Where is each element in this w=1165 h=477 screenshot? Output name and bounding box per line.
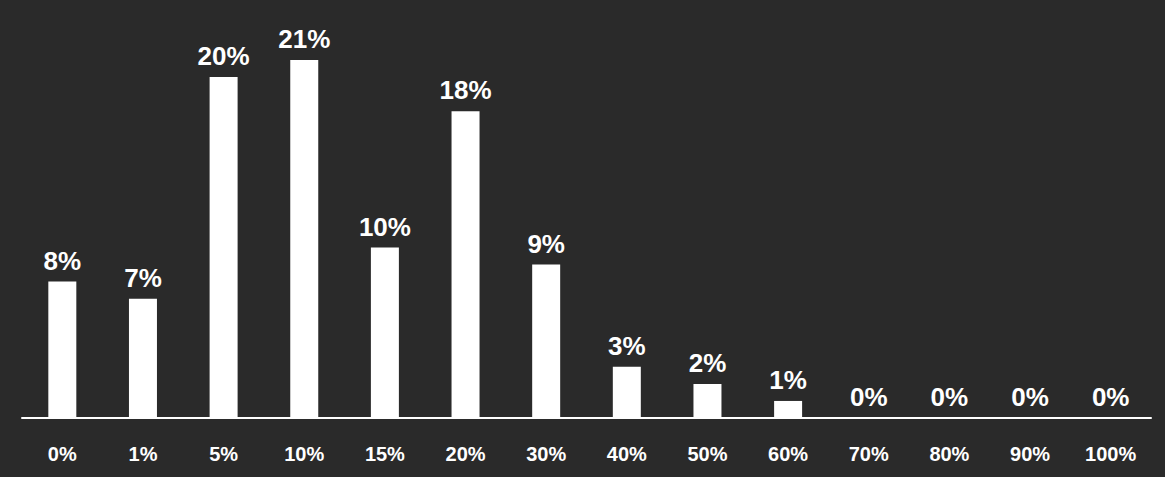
svg-text:0%: 0% [1092,382,1130,412]
svg-text:20%: 20% [446,443,486,465]
svg-text:10%: 10% [359,212,411,242]
svg-text:7%: 7% [124,263,162,293]
svg-text:80%: 80% [929,443,969,465]
svg-text:50%: 50% [687,443,727,465]
svg-text:9%: 9% [527,229,565,259]
svg-text:1%: 1% [129,443,158,465]
svg-text:2%: 2% [689,348,727,378]
svg-text:0%: 0% [931,382,969,412]
svg-text:18%: 18% [440,75,492,105]
svg-text:5%: 5% [209,443,238,465]
svg-text:0%: 0% [48,443,77,465]
svg-text:100%: 100% [1085,443,1136,465]
svg-text:40%: 40% [607,443,647,465]
svg-text:3%: 3% [608,331,646,361]
svg-text:15%: 15% [365,443,405,465]
svg-text:0%: 0% [1011,382,1049,412]
svg-text:21%: 21% [278,24,330,54]
svg-text:20%: 20% [198,41,250,71]
svg-text:1%: 1% [769,365,807,395]
svg-text:70%: 70% [849,443,889,465]
svg-text:30%: 30% [526,443,566,465]
svg-text:60%: 60% [768,443,808,465]
svg-text:10%: 10% [284,443,324,465]
svg-text:8%: 8% [44,246,82,276]
svg-text:0%: 0% [850,382,888,412]
svg-text:90%: 90% [1010,443,1050,465]
